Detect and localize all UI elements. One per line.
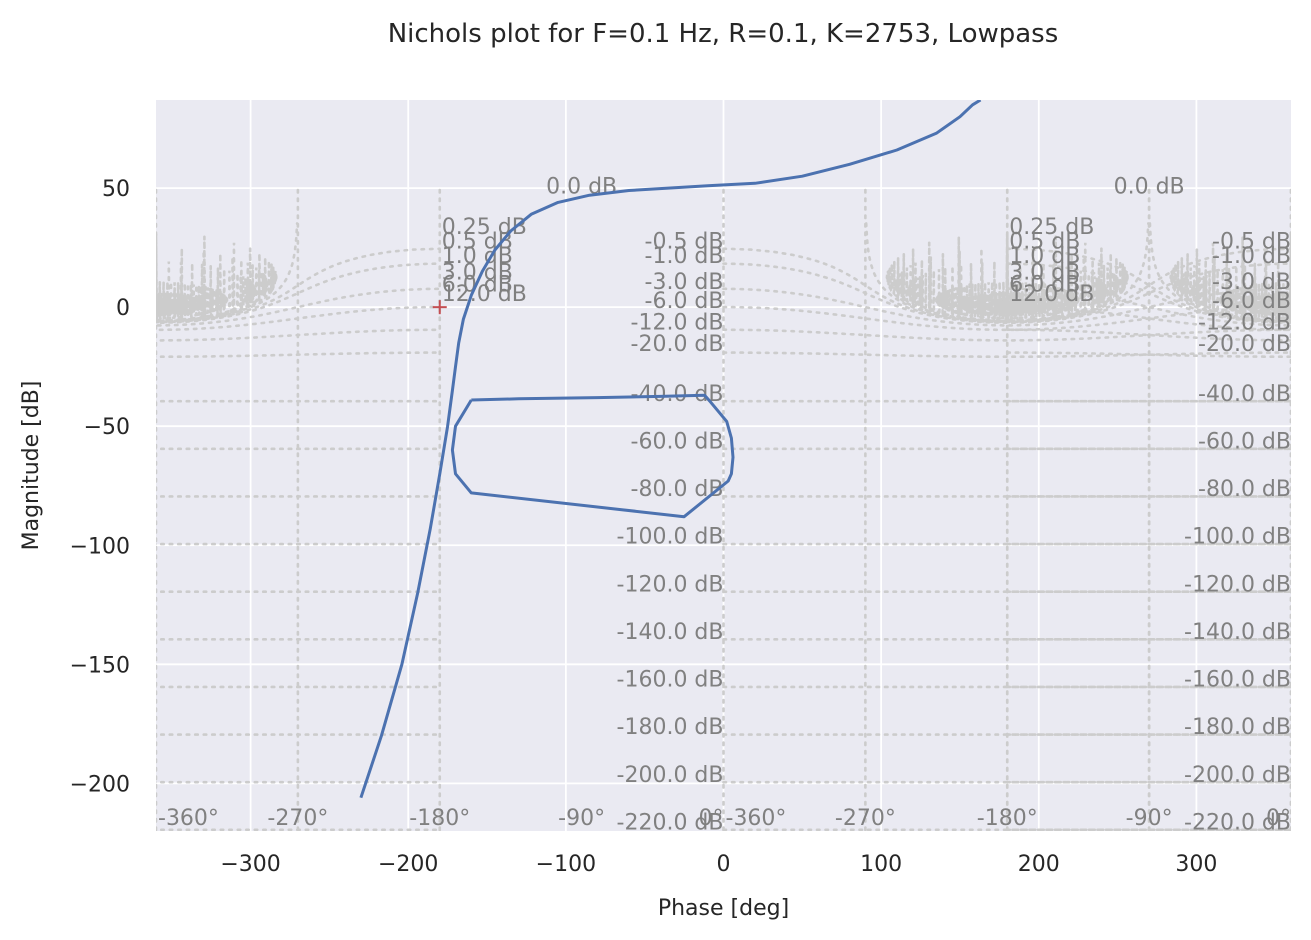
nichols-magnitude-label: -80.0 dB bbox=[631, 477, 724, 502]
nichols-magnitude-label: -200.0 dB bbox=[617, 763, 724, 788]
nichols-magnitude-label: -12.0 dB bbox=[631, 310, 724, 335]
nichols-magnitude-label: -100.0 dB bbox=[617, 525, 724, 550]
nichols-magnitude-label: -3.0 dB bbox=[645, 270, 724, 295]
nichols-magnitude-label: -1.0 dB bbox=[645, 244, 724, 269]
x-tick-label: 300 bbox=[1175, 852, 1217, 877]
nichols-magnitude-label: -40.0 dB bbox=[631, 382, 724, 407]
y-tick-label: −50 bbox=[84, 415, 130, 440]
nichols-magnitude-label: 3.0 dB bbox=[1009, 260, 1080, 285]
closed-loop-magnitude-contour bbox=[156, 247, 269, 323]
y-tick-label: −200 bbox=[70, 772, 130, 797]
nichols-magnitude-label: -180.0 dB bbox=[1184, 715, 1291, 740]
series-group bbox=[359, 100, 982, 799]
nichols-magnitude-label: 0.25 dB bbox=[1009, 215, 1094, 240]
closed-loop-magnitude-contour bbox=[958, 292, 1056, 318]
nichols-phase-label: 0° bbox=[699, 806, 724, 831]
nichols-magnitude-label: -120.0 dB bbox=[617, 572, 724, 597]
closed-loop-magnitude-contour bbox=[156, 261, 257, 322]
nichols-magnitude-label: -140.0 dB bbox=[617, 620, 724, 645]
nichols-magnitude-label: -0.5 dB bbox=[1212, 229, 1291, 254]
x-tick-label: −100 bbox=[536, 852, 596, 877]
nichols-magnitude-label: -12.0 dB bbox=[1198, 310, 1291, 335]
closed-loop-magnitude-contour bbox=[722, 351, 1291, 358]
nichols-magnitude-label: -60.0 dB bbox=[631, 429, 724, 454]
nichols-phase-label: -90° bbox=[1126, 806, 1173, 831]
nichols-phase-label: -180° bbox=[409, 806, 470, 831]
closed-loop-magnitude-contour bbox=[722, 328, 1291, 342]
nichols-magnitude-label: -60.0 dB bbox=[1198, 429, 1291, 454]
closed-loop-magnitude-contour bbox=[864, 222, 1150, 323]
closed-loop-magnitude-contour bbox=[1006, 262, 1291, 324]
nichols-magnitude-label: -0.5 dB bbox=[645, 229, 724, 254]
nichols-magnitude-label: -40.0 dB bbox=[1198, 382, 1291, 407]
closed-loop-magnitude-contour bbox=[156, 292, 205, 318]
nichols-phase-label: 0° bbox=[1266, 806, 1291, 831]
closed-loop-magnitude-contour bbox=[722, 287, 1291, 327]
nichols-magnitude-label: -20.0 dB bbox=[631, 332, 724, 357]
series-line bbox=[359, 100, 982, 799]
y-tick-label: 50 bbox=[102, 177, 130, 202]
closed-loop-magnitude-contour bbox=[1006, 247, 1291, 324]
x-tick-label: −200 bbox=[378, 852, 438, 877]
x-tick-label: −300 bbox=[220, 852, 280, 877]
nichols-magnitude-label: -220.0 dB bbox=[617, 810, 724, 835]
nichols-grid bbox=[156, 188, 1291, 831]
nichols-magnitude-label: -200.0 dB bbox=[1184, 763, 1291, 788]
closed-loop-magnitude-contour bbox=[1178, 247, 1291, 323]
nichols-phase-label: -270° bbox=[267, 806, 328, 831]
y-tick-label: 0 bbox=[116, 296, 130, 321]
nichols-magnitude-label: -100.0 dB bbox=[1184, 525, 1291, 550]
y-tick-label: −100 bbox=[70, 534, 130, 559]
closed-loop-magnitude-contour bbox=[1218, 281, 1291, 320]
closed-loop-magnitude-contour bbox=[1006, 351, 1291, 358]
nichols-phase-label: -270° bbox=[835, 806, 896, 831]
nichols-magnitude-label: -220.0 dB bbox=[1184, 810, 1291, 835]
nichols-phase-label: -360° bbox=[726, 806, 787, 831]
nichols-phase-label: -180° bbox=[977, 806, 1038, 831]
x-axis-label: Phase [deg] bbox=[658, 896, 789, 921]
nichols-phase-label: -90° bbox=[558, 806, 605, 831]
series-line-loop bbox=[450, 393, 735, 519]
closed-loop-magnitude-contour bbox=[156, 301, 181, 314]
nichols-magnitude-label: 1.0 dB bbox=[442, 244, 513, 269]
nichols-magnitude-label: -160.0 dB bbox=[1184, 668, 1291, 693]
nichols-magnitude-label: -6.0 dB bbox=[1212, 289, 1291, 314]
nichols-magnitude-label: -20.0 dB bbox=[1198, 332, 1291, 357]
chart-title: Nichols plot for F=0.1 Hz, R=0.1, K=2753… bbox=[388, 19, 1059, 49]
y-axis-ticks: 50 0 −50 −100 −150 −200 bbox=[70, 177, 130, 797]
closed-loop-magnitude-contour bbox=[156, 287, 442, 327]
closed-loop-magnitude-contour bbox=[1148, 222, 1291, 323]
x-axis-ticks: −300 −200 −100 0 100 200 300 bbox=[220, 852, 1217, 877]
x-tick-label: 200 bbox=[1018, 852, 1060, 877]
nichols-magnitude-label: -160.0 dB bbox=[617, 668, 724, 693]
nichols-magnitude-label: 12.0 dB bbox=[442, 282, 527, 307]
nichols-magnitude-label: 1.0 dB bbox=[1009, 244, 1080, 269]
nichols-magnitude-label: 0.5 dB bbox=[1009, 229, 1080, 254]
nichols-magnitude-label: -3.0 dB bbox=[1212, 270, 1291, 295]
nichols-magnitude-label: -6.0 dB bbox=[645, 289, 724, 314]
closed-loop-magnitude-contour bbox=[156, 328, 442, 342]
nichols-magnitude-label: -120.0 dB bbox=[1184, 572, 1291, 597]
nichols-magnitude-label: -180.0 dB bbox=[617, 715, 724, 740]
closed-loop-magnitude-contour bbox=[722, 262, 1291, 324]
x-tick-label: 100 bbox=[860, 852, 902, 877]
critical-point-marker bbox=[432, 300, 447, 315]
nichols-magnitude-label: -1.0 dB bbox=[1212, 244, 1291, 269]
closed-loop-magnitude-contour bbox=[1266, 301, 1291, 314]
closed-loop-magnitude-contour bbox=[156, 247, 442, 324]
y-axis-label: Magnitude [dB] bbox=[19, 381, 44, 551]
closed-loop-magnitude-contour bbox=[1006, 287, 1291, 327]
nichols-magnitude-label: 0.0 dB bbox=[1114, 175, 1185, 200]
y-tick-label: −150 bbox=[70, 653, 130, 678]
nichols-magnitude-label: 6.0 dB bbox=[1009, 272, 1080, 297]
nichols-phase-label: -360° bbox=[158, 806, 219, 831]
nichols-magnitude-label: -80.0 dB bbox=[1198, 477, 1291, 502]
nichols-magnitude-label: 12.0 dB bbox=[1009, 282, 1094, 307]
nichols-magnitude-label: -140.0 dB bbox=[1184, 620, 1291, 645]
x-tick-label: 0 bbox=[717, 852, 731, 877]
